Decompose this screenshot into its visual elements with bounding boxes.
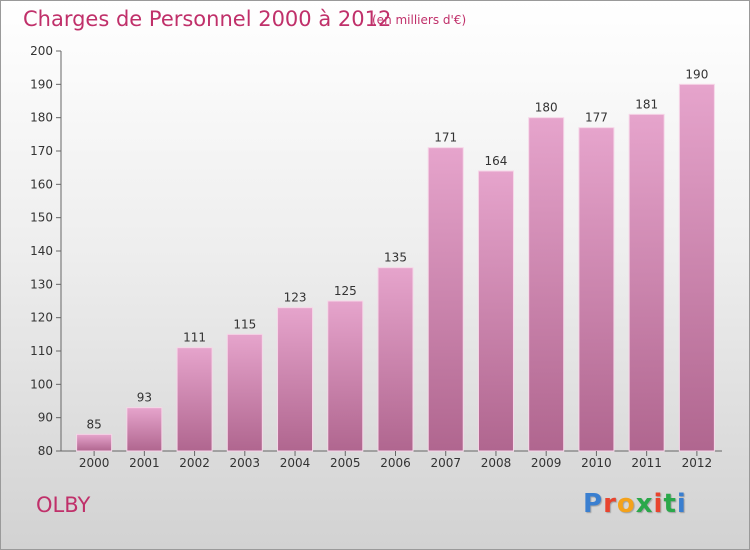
logo-letter: o <box>616 489 636 519</box>
x-tick-label: 2011 <box>631 456 662 470</box>
x-tick-label: 2003 <box>230 456 261 470</box>
y-tick-label: 110 <box>30 344 53 358</box>
y-tick-label: 130 <box>30 277 53 291</box>
y-tick-label: 150 <box>30 211 53 225</box>
x-tick-label: 2004 <box>280 456 311 470</box>
x-tick-label: 2005 <box>330 456 361 470</box>
x-tick-label: 2012 <box>682 456 713 470</box>
chart-title: Charges de Personnel 2000 à 2012 <box>23 7 392 31</box>
y-tick-label: 100 <box>30 377 53 391</box>
bar <box>528 117 565 452</box>
x-tick-label: 2009 <box>531 456 562 470</box>
data-label: 190 <box>685 67 708 81</box>
data-label: 180 <box>535 101 558 115</box>
bar <box>678 83 715 452</box>
y-tick-label: 140 <box>30 244 53 258</box>
bar <box>76 433 113 452</box>
logo-letter: x <box>635 489 654 519</box>
data-label: 177 <box>585 111 608 125</box>
bar <box>327 300 364 452</box>
y-tick-label: 120 <box>30 311 53 325</box>
bar <box>176 347 213 452</box>
bar <box>277 307 314 452</box>
logo-letter: P <box>583 489 604 519</box>
logo-letter: i <box>676 489 687 519</box>
bar <box>628 113 665 452</box>
data-label: 85 <box>86 417 101 431</box>
x-tick-label: 2008 <box>481 456 512 470</box>
data-label: 135 <box>384 251 407 265</box>
data-label: 123 <box>284 291 307 305</box>
data-label: 181 <box>635 97 658 111</box>
data-label: 164 <box>485 154 508 168</box>
y-tick-label: 170 <box>30 144 53 158</box>
logo-letter: r <box>603 489 617 519</box>
data-label: 115 <box>233 317 256 331</box>
data-label: 125 <box>334 284 357 298</box>
data-label: 93 <box>137 391 152 405</box>
bar <box>226 333 263 452</box>
logo-letter: t <box>663 489 677 519</box>
bar <box>578 127 615 452</box>
bar <box>477 170 514 452</box>
x-tick-label: 2007 <box>430 456 461 470</box>
bar <box>126 407 163 452</box>
y-tick-label: 90 <box>38 411 53 425</box>
bar <box>427 147 464 452</box>
y-tick-label: 190 <box>30 77 53 91</box>
data-label: 111 <box>183 331 206 345</box>
x-tick-label: 2001 <box>129 456 160 470</box>
proxiti-logo[interactable]: Proxiti <box>583 489 687 519</box>
chart-subtitle: (en milliers d'€) <box>372 13 467 27</box>
y-tick-label: 180 <box>30 111 53 125</box>
x-tick-label: 2010 <box>581 456 612 470</box>
data-label: 171 <box>434 131 457 145</box>
y-tick-label: 160 <box>30 177 53 191</box>
place-name: OLBY <box>36 493 91 517</box>
x-tick-label: 2000 <box>79 456 110 470</box>
x-tick-label: 2006 <box>380 456 411 470</box>
y-tick-label: 200 <box>30 44 53 58</box>
y-tick-label: 80 <box>38 444 53 458</box>
bar <box>377 267 414 452</box>
logo-letter: i <box>653 489 664 519</box>
x-tick-label: 2002 <box>179 456 210 470</box>
